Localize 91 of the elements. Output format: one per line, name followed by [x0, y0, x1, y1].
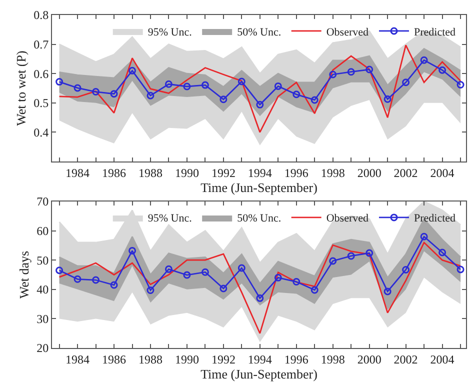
x-tick-label: 1998	[320, 166, 345, 180]
point	[146, 92, 154, 100]
x-tick-label: 2004	[430, 352, 454, 366]
x-tick-label: 1998	[320, 352, 345, 366]
point	[292, 90, 300, 98]
legend-label: Observed	[326, 212, 369, 225]
point	[128, 246, 136, 254]
legend-label: 50% Unc.	[237, 26, 282, 38]
point	[456, 80, 464, 88]
point	[310, 96, 318, 104]
point	[56, 266, 64, 274]
point	[110, 90, 118, 98]
x-tick-label: 2004	[430, 166, 454, 180]
x-tick-label: 1992	[211, 166, 236, 180]
x-tick-label: 1984	[66, 166, 90, 180]
point	[201, 268, 209, 276]
y-axis-title: Wet to wet (P)	[14, 50, 29, 126]
point	[183, 271, 191, 279]
point	[238, 78, 246, 86]
point	[92, 88, 100, 96]
point	[456, 266, 464, 274]
x-tick-label: 1990	[174, 166, 199, 180]
point	[347, 68, 355, 76]
point	[256, 294, 264, 302]
point	[220, 284, 228, 292]
x-tick-label: 1992	[211, 352, 236, 366]
x-tick-label: 2000	[357, 352, 382, 366]
x-tick-label: 1990	[174, 352, 199, 366]
legend-label: 95% Unc.	[148, 26, 192, 38]
point	[366, 249, 374, 257]
point	[146, 286, 154, 294]
point	[220, 96, 228, 104]
x-tick-label: 1994	[248, 352, 272, 366]
point	[274, 82, 282, 90]
point	[74, 275, 82, 283]
legend-label: Observed	[326, 26, 369, 38]
point	[402, 266, 410, 274]
legend-label: Predicted	[414, 26, 456, 38]
legend-label: 50% Unc.	[237, 212, 282, 225]
y-tick-label: 60	[36, 224, 49, 238]
x-tick-label: 1988	[138, 352, 162, 366]
point	[110, 281, 118, 289]
point	[384, 95, 392, 103]
y-tick-label: 0.6	[34, 66, 49, 81]
point	[329, 70, 337, 78]
x-tick-label: 1994	[248, 166, 272, 180]
point	[438, 66, 446, 74]
x-tick-label: 1988	[138, 166, 162, 180]
point	[56, 78, 64, 86]
legend-label: 95% Unc.	[148, 212, 192, 225]
y-tick-label: 30	[36, 312, 49, 326]
point	[402, 78, 410, 86]
x-tick-label: 2000	[357, 166, 382, 180]
point	[164, 265, 172, 273]
point	[347, 252, 355, 260]
y-tick-label: 0.8	[34, 8, 49, 22]
point	[74, 84, 82, 92]
x-tick-label: 2002	[394, 166, 418, 180]
point	[201, 81, 209, 89]
point	[128, 66, 136, 74]
x-tick-label: 2002	[394, 352, 418, 366]
y-tick-label: 0.5	[34, 96, 49, 110]
x-tick-label: 1986	[102, 352, 126, 366]
y-tick-label: 0.4	[34, 125, 49, 140]
y-tick-label: 70	[36, 194, 49, 209]
point	[256, 100, 264, 108]
point	[164, 80, 172, 88]
point	[92, 276, 100, 284]
point	[384, 288, 392, 296]
x-axis-title: Time (Jun-September)	[200, 180, 318, 195]
legend-label: Predicted	[414, 212, 456, 225]
y-axis-title: Wet days	[16, 250, 32, 299]
x-tick-label: 1984	[66, 352, 90, 366]
y-tick-label: 40	[36, 282, 49, 297]
x-tick-label: 1996	[284, 352, 308, 366]
point	[366, 66, 374, 74]
point	[292, 278, 300, 286]
point	[438, 248, 446, 256]
x-tick-label: 1996	[284, 166, 308, 180]
y-tick-label: 50	[36, 253, 49, 268]
point	[183, 82, 191, 90]
x-tick-label: 1986	[102, 166, 126, 180]
point	[310, 286, 318, 294]
y-tick-label: 0.7	[34, 38, 49, 52]
point	[274, 274, 282, 282]
point	[420, 56, 428, 64]
y-tick-label: 20	[36, 341, 49, 356]
x-axis-title: Time (Jun-September)	[200, 366, 318, 382]
point	[238, 264, 246, 272]
point	[420, 232, 428, 240]
point	[329, 257, 337, 265]
